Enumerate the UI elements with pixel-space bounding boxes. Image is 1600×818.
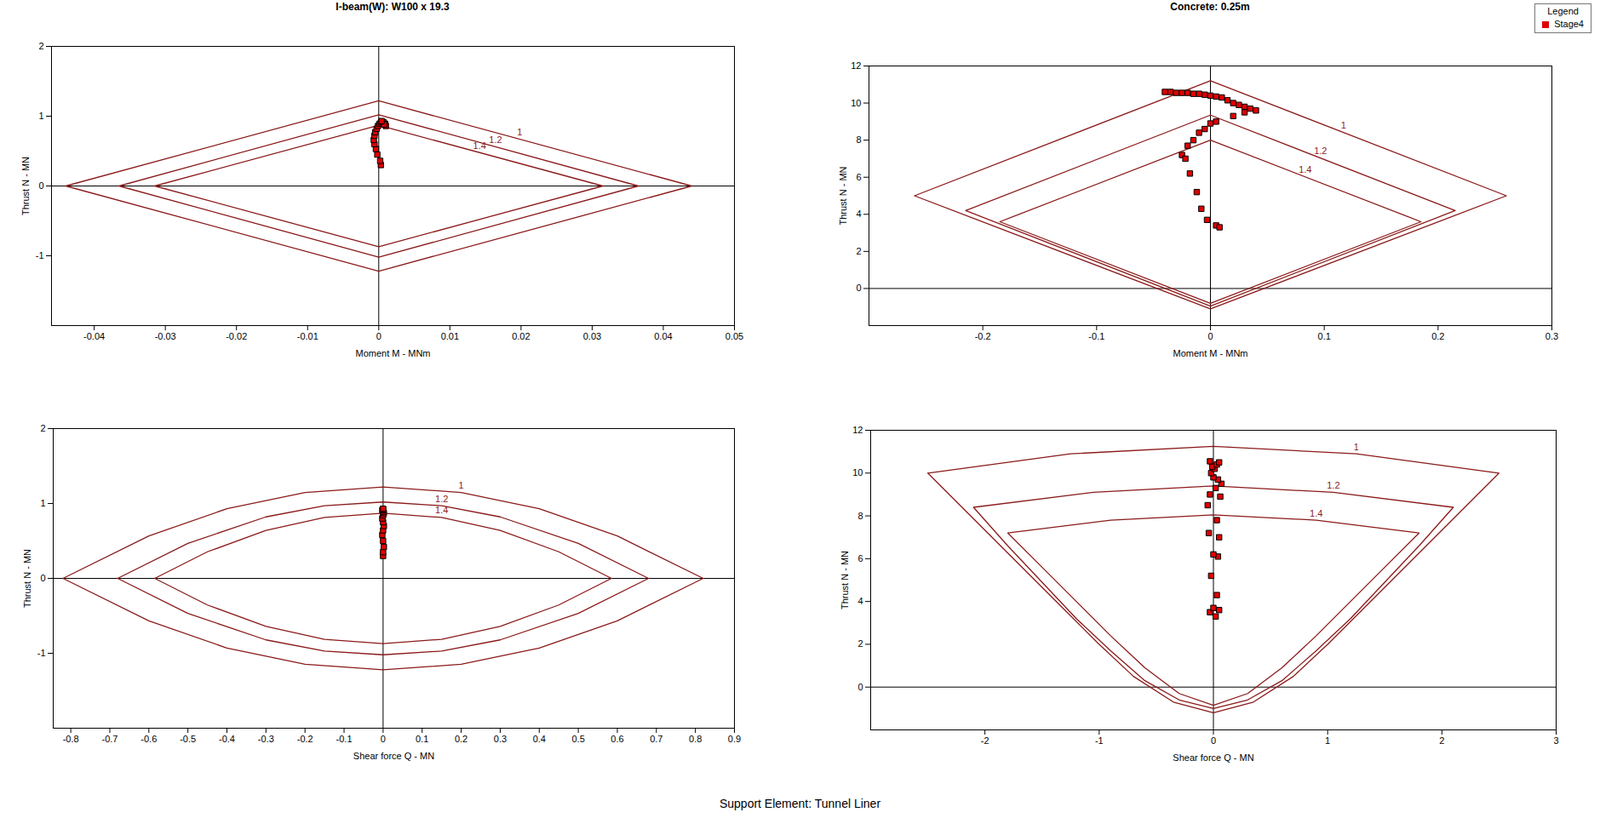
svg-text:0.2: 0.2: [1431, 331, 1445, 342]
svg-text:-0.1: -0.1: [1088, 331, 1105, 342]
svg-text:0.05: 0.05: [725, 331, 744, 342]
html-text:Support Element: Tunnel Liner: Support Element: Tunnel Liner: [719, 797, 881, 811]
svg-text:Thrust N - MN: Thrust N - MN: [837, 166, 849, 225]
svg-text:4: 4: [855, 208, 861, 219]
svg-text:1.4: 1.4: [473, 140, 487, 151]
svg-text:Thrust N - MN: Thrust N - MN: [22, 549, 33, 608]
svg-text:0: 0: [1207, 331, 1213, 342]
svg-text:1.4: 1.4: [435, 504, 448, 516]
svg-text:1: 1: [516, 126, 522, 138]
html-text:Legend: Legend: [1547, 5, 1579, 17]
svg-text:-1: -1: [1095, 735, 1104, 746]
svg-text:0: 0: [855, 282, 861, 293]
svg-text:12: 12: [852, 424, 863, 436]
svg-text:-1: -1: [35, 250, 45, 261]
svg-text:-0.01: -0.01: [297, 331, 319, 342]
svg-text:0: 0: [857, 682, 863, 693]
svg-text:0.01: 0.01: [441, 331, 459, 342]
svg-text:-1: -1: [37, 648, 46, 659]
svg-text:2: 2: [1439, 735, 1445, 746]
svg-text:2: 2: [857, 638, 863, 649]
svg-text:0.3: 0.3: [1545, 331, 1559, 342]
svg-text:Thrust N - MN: Thrust N - MN: [839, 550, 850, 610]
svg-text:-0.4: -0.4: [218, 734, 236, 745]
svg-text:0.2: 0.2: [454, 734, 468, 745]
svg-text:Shear force Q - MN: Shear force Q - MN: [353, 751, 435, 762]
svg-text:10: 10: [852, 467, 863, 478]
html-text:I-beam(W): W100 x 19.3: I-beam(W): W100 x 19.3: [335, 0, 450, 13]
svg-text:12: 12: [850, 60, 861, 71]
svg-text:-0.2: -0.2: [974, 331, 992, 342]
svg-text:0: 0: [1210, 735, 1216, 746]
svg-text:-0.7: -0.7: [101, 734, 118, 745]
svg-text:8: 8: [855, 134, 861, 145]
svg-text:Thrust N - MN: Thrust N - MN: [20, 156, 31, 216]
svg-text:0.7: 0.7: [649, 734, 663, 745]
svg-text:3: 3: [1553, 735, 1559, 746]
svg-text:1: 1: [458, 480, 465, 491]
svg-text:-0.3: -0.3: [258, 734, 275, 745]
svg-text:0.3: 0.3: [493, 734, 507, 745]
svg-text:1: 1: [1341, 120, 1347, 131]
svg-text:0.02: 0.02: [511, 331, 530, 342]
html-text:Stage4: Stage4: [1554, 18, 1584, 29]
svg-text:2: 2: [855, 246, 861, 257]
svg-text:-0.6: -0.6: [140, 734, 157, 745]
svg-text:1: 1: [1324, 735, 1331, 746]
svg-text:-0.02: -0.02: [225, 331, 247, 342]
svg-text:Moment M - MNm: Moment M - MNm: [1173, 348, 1249, 359]
svg-text:1.2: 1.2: [488, 134, 502, 145]
svg-text:-0.5: -0.5: [179, 734, 196, 745]
svg-text:0.4: 0.4: [533, 734, 546, 745]
svg-text:0.8: 0.8: [688, 734, 702, 745]
svg-text:0: 0: [40, 573, 46, 584]
svg-text:1.4: 1.4: [1298, 164, 1312, 175]
svg-text:0: 0: [380, 734, 386, 745]
svg-text:-0.03: -0.03: [154, 331, 177, 342]
svg-text:0.03: 0.03: [583, 331, 602, 342]
svg-text:0: 0: [376, 331, 382, 342]
svg-text:0.6: 0.6: [610, 734, 624, 745]
svg-text:1.2: 1.2: [435, 493, 448, 505]
svg-text:0.9: 0.9: [728, 734, 741, 745]
svg-text:-0.8: -0.8: [63, 734, 80, 745]
svg-text:6: 6: [855, 172, 861, 183]
svg-text:-0.2: -0.2: [297, 734, 314, 745]
svg-text:0.5: 0.5: [571, 734, 585, 745]
svg-text:2: 2: [38, 40, 44, 52]
svg-text:8: 8: [857, 510, 863, 522]
svg-text:6: 6: [857, 553, 863, 564]
svg-text:-2: -2: [980, 735, 990, 746]
svg-text:1: 1: [1353, 441, 1360, 453]
svg-text:1: 1: [40, 498, 46, 509]
svg-text:Shear force Q - MN: Shear force Q - MN: [1172, 752, 1254, 763]
svg-text:0.1: 0.1: [1318, 331, 1331, 342]
svg-text:1.4: 1.4: [1309, 508, 1323, 519]
svg-text:10: 10: [850, 97, 861, 109]
svg-text:1: 1: [38, 110, 44, 121]
svg-text:0.04: 0.04: [653, 331, 672, 342]
svg-text:-0.04: -0.04: [83, 331, 105, 342]
svg-text:Moment M - MNm: Moment M - MNm: [355, 348, 431, 359]
html-text:Concrete: 0.25m: Concrete: 0.25m: [1170, 0, 1250, 13]
svg-text:1.2: 1.2: [1313, 145, 1327, 156]
svg-text:0.1: 0.1: [415, 734, 429, 745]
svg-text:0: 0: [38, 180, 44, 191]
svg-text:-0.1: -0.1: [336, 734, 353, 745]
svg-text:4: 4: [857, 596, 863, 607]
svg-text:2: 2: [40, 423, 46, 434]
svg-text:1.2: 1.2: [1326, 480, 1340, 491]
